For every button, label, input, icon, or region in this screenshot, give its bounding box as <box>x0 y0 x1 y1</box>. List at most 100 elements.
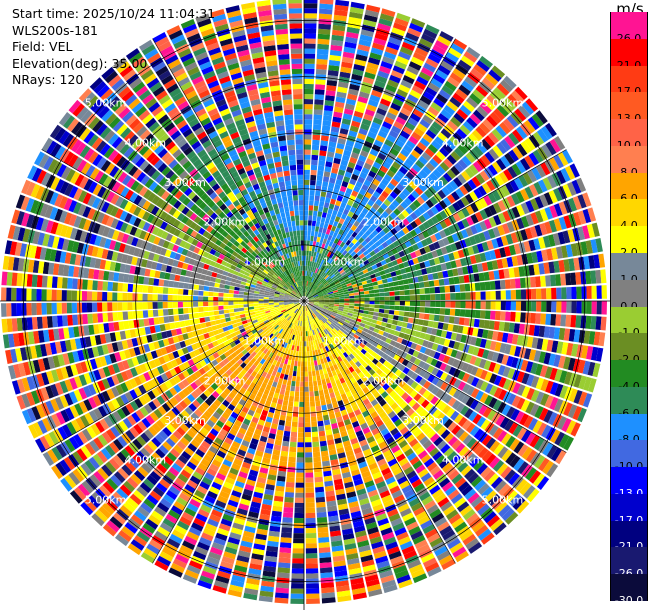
velocity-gate <box>251 317 257 321</box>
velocity-gate <box>567 181 577 196</box>
velocity-gate <box>328 306 334 309</box>
velocity-gate <box>359 497 370 506</box>
velocity-gate <box>221 556 235 565</box>
velocity-gate <box>421 268 428 275</box>
velocity-gate <box>174 458 186 469</box>
velocity-gate <box>390 462 400 472</box>
velocity-gate <box>311 431 319 438</box>
velocity-gate <box>414 446 425 456</box>
velocity-gate <box>256 315 262 320</box>
velocity-gate <box>274 439 282 446</box>
velocity-gate <box>398 457 409 467</box>
velocity-gate <box>151 452 163 463</box>
velocity-gate <box>586 346 594 360</box>
velocity-gate <box>389 235 397 243</box>
velocity-gate <box>520 158 531 171</box>
velocity-gate <box>563 199 573 214</box>
velocity-gate <box>285 354 290 360</box>
velocity-gate <box>288 344 293 350</box>
velocity-gate <box>328 387 334 394</box>
velocity-gate <box>364 203 372 211</box>
velocity-gate <box>269 358 275 364</box>
velocity-gate <box>489 385 498 396</box>
velocity-gate <box>543 235 551 248</box>
velocity-gate <box>323 267 328 273</box>
velocity-gate <box>76 448 88 462</box>
velocity-gate <box>282 363 287 370</box>
velocity-gate <box>147 390 156 400</box>
velocity-gate <box>304 240 307 246</box>
velocity-gate <box>246 479 256 487</box>
velocity-gate <box>319 394 325 401</box>
velocity-gate <box>230 380 238 388</box>
velocity-gate <box>304 336 307 342</box>
velocity-gate <box>372 471 383 480</box>
velocity-gate <box>233 376 241 384</box>
velocity-gate <box>138 384 147 395</box>
velocity-gate <box>298 336 301 342</box>
velocity-gate <box>285 481 295 488</box>
velocity-gate <box>430 265 438 273</box>
velocity-gate <box>406 378 415 386</box>
velocity-gate <box>227 415 236 424</box>
velocity-gate <box>260 324 266 329</box>
velocity-gate <box>231 463 241 471</box>
velocity-gate <box>360 554 374 563</box>
velocity-gate <box>318 364 323 370</box>
velocity-gate <box>334 4 349 12</box>
velocity-gate <box>133 423 144 435</box>
velocity-gate <box>408 438 419 448</box>
velocity-gate <box>409 265 416 272</box>
velocity-gate <box>295 335 299 341</box>
velocity-gate <box>306 240 310 246</box>
velocity-gate <box>556 301 562 313</box>
velocity-gate <box>585 240 593 254</box>
velocity-gate <box>339 302 345 305</box>
velocity-gate <box>495 414 506 427</box>
velocity-gate <box>481 241 489 252</box>
velocity-gate <box>194 370 202 379</box>
velocity-gate <box>367 314 374 319</box>
velocity-gate <box>227 403 236 412</box>
velocity-gate <box>282 440 290 447</box>
velocity-gate <box>425 58 439 69</box>
velocity-gate <box>542 460 554 475</box>
velocity-gate <box>353 63 365 72</box>
velocity-gate <box>177 473 189 484</box>
velocity-gate <box>310 360 315 367</box>
velocity-gate <box>426 504 439 515</box>
velocity-gate <box>335 96 346 104</box>
velocity-gate <box>313 380 318 387</box>
velocity-gate <box>179 516 192 526</box>
velocity-gate <box>211 481 222 491</box>
velocity-gate <box>317 170 324 177</box>
velocity-gate <box>534 455 546 469</box>
velocity-gate <box>335 282 341 287</box>
velocity-gate <box>353 425 362 433</box>
velocity-gate <box>346 222 353 229</box>
velocity-gate <box>338 508 350 516</box>
velocity-gate <box>320 331 325 337</box>
velocity-gate <box>329 281 335 286</box>
velocity-gate <box>267 535 280 543</box>
velocity-gate <box>319 562 332 569</box>
velocity-gate <box>317 211 323 217</box>
velocity-gate <box>140 432 151 443</box>
velocity-gate <box>421 253 429 262</box>
velocity-gate <box>379 326 386 332</box>
velocity-gate <box>373 139 384 148</box>
velocity-gate <box>338 290 344 294</box>
velocity-gate <box>229 584 244 593</box>
velocity-gate <box>322 207 329 213</box>
velocity-gate <box>422 165 432 176</box>
velocity-gate <box>304 396 310 402</box>
velocity-gate <box>417 319 424 326</box>
velocity-gate <box>461 80 475 92</box>
velocity-gate <box>385 207 393 215</box>
velocity-gate <box>264 489 274 496</box>
velocity-gate <box>294 497 304 503</box>
velocity-gate <box>513 441 525 454</box>
velocity-gate <box>307 293 311 298</box>
velocity-gate <box>366 62 379 70</box>
velocity-gate <box>108 441 120 454</box>
